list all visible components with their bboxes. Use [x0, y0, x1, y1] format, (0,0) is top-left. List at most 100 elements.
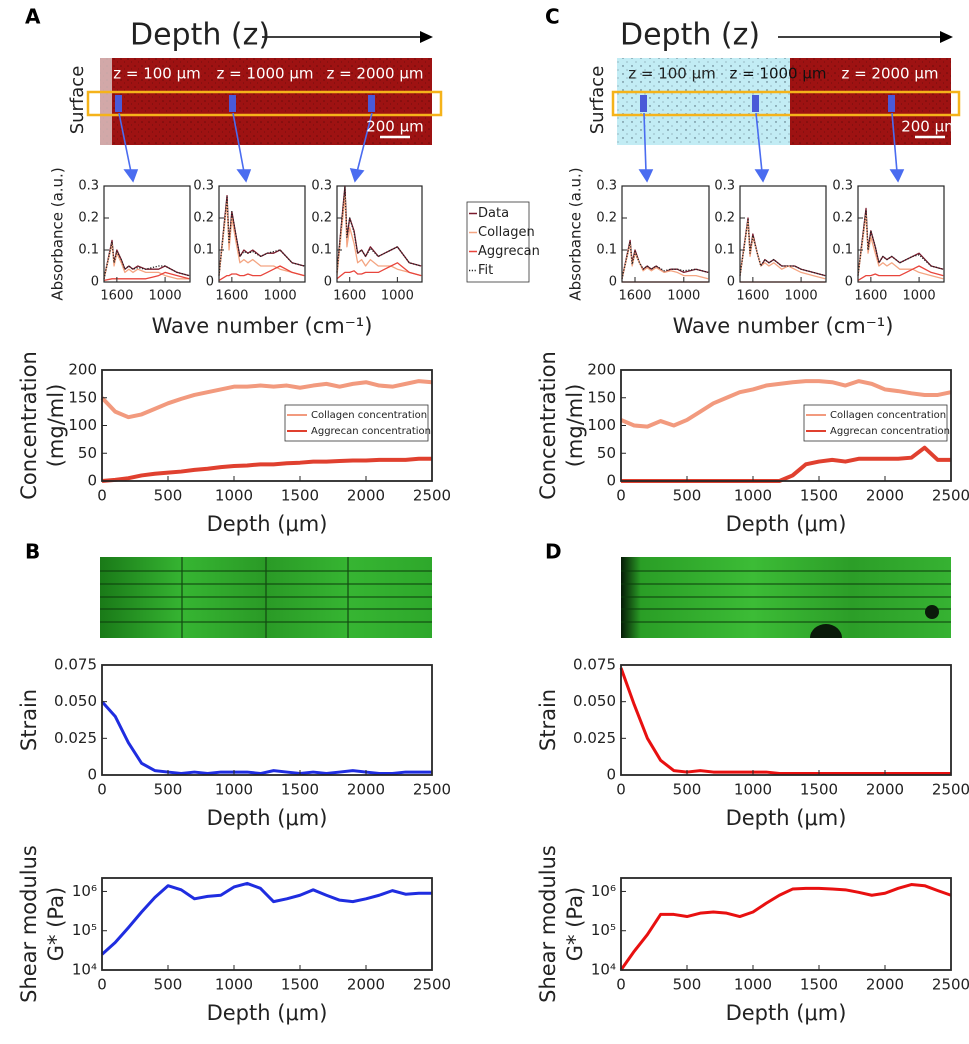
y-tick-label: 0.2 — [311, 211, 332, 226]
image-c — [611, 58, 961, 145]
series-line — [218, 196, 305, 276]
y-tick-label: 10⁶ — [72, 882, 97, 900]
series-line — [100, 379, 433, 420]
y-tick-label: 0.2 — [193, 211, 214, 226]
side-label: Surface — [587, 66, 608, 135]
y-tick-label: 0 — [206, 275, 214, 290]
y-tick-label: 0.3 — [596, 179, 617, 194]
y-axis-label: Strain — [536, 689, 560, 751]
y-tick-label: 0.3 — [832, 179, 853, 194]
x-tick-label: 1000 — [149, 289, 182, 304]
series-line — [218, 265, 305, 281]
y-tick-label: 0.1 — [596, 243, 617, 258]
legend-label: Aggrecan — [478, 244, 540, 259]
y-tick-label: 0.050 — [573, 692, 616, 710]
y-axis-label: Concentration — [17, 351, 41, 500]
y-axis-label: Shear modulus — [536, 845, 560, 1003]
series-line — [218, 194, 305, 276]
x-tick-label: 1000 — [215, 781, 253, 799]
x-tick-label: 1000 — [381, 289, 414, 304]
y-tick-label: 0.3 — [78, 179, 99, 194]
y-axis-label: G* (Pa) — [563, 887, 587, 961]
x-axis-label: Depth (μm) — [207, 512, 328, 536]
series-line — [103, 242, 190, 280]
x-tick-label: 500 — [673, 781, 702, 799]
x-tick-label: 500 — [154, 976, 183, 994]
series-line — [621, 239, 709, 279]
x-tick-label: 1000 — [903, 289, 936, 304]
y-tick-label: 0 — [606, 766, 616, 784]
x-axis-label: Depth (μm) — [207, 806, 328, 830]
x-tick-label: 1600 — [854, 289, 887, 304]
legend: Data Collagen Aggrecan Fit — [466, 201, 540, 283]
legend-box — [803, 404, 948, 442]
x-axis-label: Wave number (cm⁻¹) — [673, 314, 894, 338]
plot-frame — [621, 185, 710, 283]
plot: 0 0.1 0.2 0.3 1600 1000 Absorbance (a.u.) — [567, 167, 710, 304]
y-axis-label: Absorbance (a.u.) — [49, 167, 67, 300]
x-tick-label: 2000 — [347, 781, 385, 799]
x-tick-label: 2500 — [413, 781, 451, 799]
y-tick-label: 0.1 — [193, 243, 214, 258]
y-tick-label: 0.1 — [78, 243, 99, 258]
x-tick-label: 500 — [673, 487, 702, 505]
legend-label: Fit — [478, 263, 493, 278]
series-line — [621, 241, 709, 279]
plot: 0 0.1 0.2 0.3 1600 1000 Wave number (cm⁻¹) — [152, 179, 373, 339]
y-tick-label: 0.025 — [54, 729, 97, 747]
plot-frame — [620, 664, 952, 776]
series-line — [620, 379, 952, 429]
y-tick-label: 0.2 — [596, 211, 617, 226]
x-tick-label: 2500 — [932, 781, 969, 799]
depth-marker-label: z = 1000 μm — [216, 65, 313, 83]
scale-bar-label: 200 μm — [366, 118, 424, 136]
panel-letter: C — [545, 5, 560, 29]
y-axis-label: Strain — [17, 689, 41, 751]
depth-marker-label: z = 2000 μm — [841, 65, 938, 83]
x-axis-label: Wave number (cm⁻¹) — [152, 314, 373, 338]
y-tick-label: 0.3 — [311, 179, 332, 194]
series-line — [100, 881, 432, 956]
x-tick-label: 1000 — [667, 289, 700, 304]
y-tick-label: 50 — [597, 444, 616, 462]
y-tick-label: 10⁴ — [591, 961, 616, 979]
panel-letter: A — [25, 5, 41, 29]
legend-label: Collagen concentration — [830, 410, 946, 421]
x-tick-label: 1600 — [618, 289, 651, 304]
y-tick-label: 0.025 — [573, 729, 616, 747]
plot: 0 0.1 0.2 0.3 1600 1000 — [832, 179, 945, 304]
x-tick-label: 1600 — [100, 289, 133, 304]
x-tick-label: 2500 — [932, 976, 969, 994]
series-line — [103, 239, 190, 279]
legend-label: Collagen — [478, 225, 535, 240]
x-tick-label: 1000 — [215, 487, 253, 505]
x-tick-label: 2000 — [866, 781, 904, 799]
plot-frame — [620, 877, 952, 971]
image-b — [100, 557, 432, 638]
x-tick-label: 1500 — [800, 487, 838, 505]
arrows — [118, 112, 905, 183]
series-line — [336, 262, 422, 280]
y-tick-label: 10⁵ — [591, 921, 616, 939]
arrow-head — [940, 31, 953, 43]
legend-label: Aggrecan concentration — [311, 426, 431, 437]
plot: 0 0.1 0.2 0.3 1600 1000 Wave number (cm⁻¹) — [673, 179, 894, 339]
y-axis-label: (mg/ml) — [563, 384, 587, 468]
x-tick-label: 2000 — [347, 976, 385, 994]
y-tick-label: 200 — [587, 361, 616, 379]
y-tick-label: 10⁵ — [72, 921, 97, 939]
y-tick-label: 150 — [587, 388, 616, 406]
series-line — [619, 883, 952, 971]
y-tick-label: 0.3 — [193, 179, 214, 194]
plot-frame — [857, 185, 945, 283]
y-tick-label: 0.2 — [78, 211, 99, 226]
legend-label: Aggrecan concentration — [830, 426, 950, 437]
x-axis-label: Depth (μm) — [726, 806, 847, 830]
y-tick-label: 0.2 — [832, 211, 853, 226]
x-tick-label: 1600 — [333, 289, 366, 304]
y-axis-label: Concentration — [536, 351, 560, 500]
x-axis-label: Depth (μm) — [726, 512, 847, 536]
plot: 0 0.1 0.2 0.3 1600 1000 Data Collagen Aggrecan Fi… — [311, 179, 540, 304]
